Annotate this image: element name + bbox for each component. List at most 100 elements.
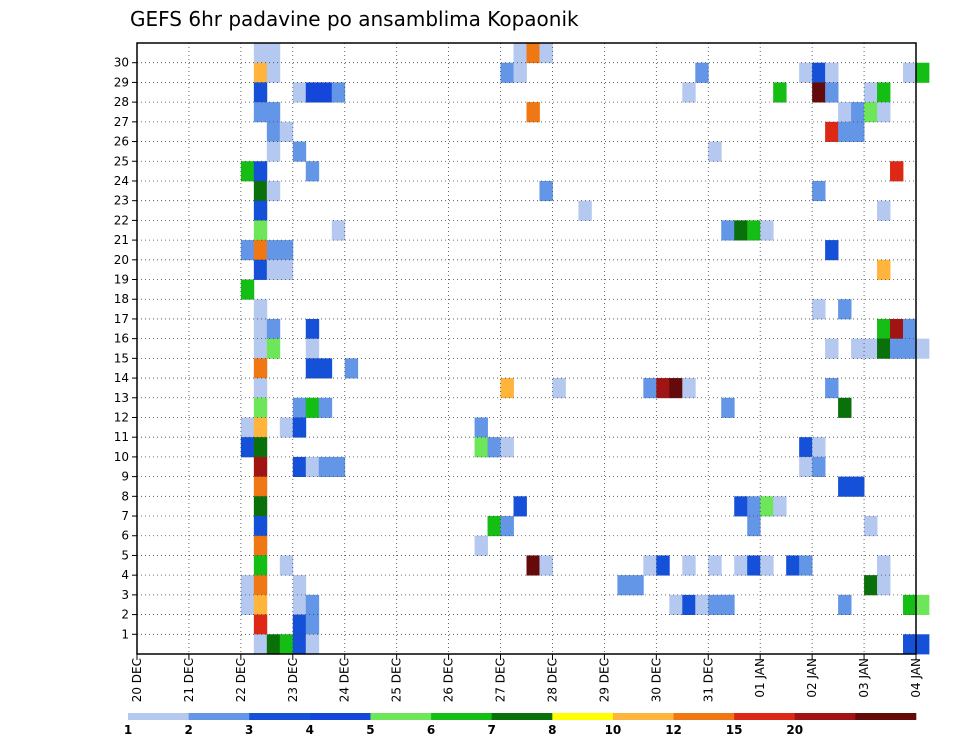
heatmap-cell <box>240 437 255 458</box>
heatmap-cell <box>240 594 255 615</box>
y-tick-label: 30 <box>114 56 129 70</box>
heatmap-cell <box>812 299 826 320</box>
heatmap-cell <box>799 555 813 576</box>
y-tick-label: 16 <box>114 332 129 346</box>
heatmap-cell <box>305 161 320 182</box>
heatmap-cell <box>513 496 527 517</box>
heatmap-cell <box>864 575 878 596</box>
heatmap-cell <box>253 180 268 202</box>
colorbar-label: 6 <box>427 723 435 737</box>
x-tick-label: 30 DEC <box>649 658 663 702</box>
x-tick-label: 20 DEC <box>130 658 144 702</box>
heatmap-cell <box>305 82 320 103</box>
heatmap-cell <box>734 220 748 241</box>
heatmap-cell <box>500 437 514 458</box>
heatmap-cell <box>734 496 748 517</box>
colorbar-swatch <box>855 713 917 720</box>
heatmap-cell <box>539 180 553 202</box>
heatmap-cell <box>253 437 268 458</box>
y-tick-label: 4 <box>121 568 129 582</box>
heatmap-cell <box>500 378 514 399</box>
y-tick-label: 18 <box>114 292 129 306</box>
heatmap-cell <box>877 338 891 359</box>
heatmap-cell <box>864 516 878 537</box>
y-tick-label: 13 <box>114 391 129 405</box>
colorbar-swatch <box>188 713 250 720</box>
x-tick-label: 31 DEC <box>701 658 715 702</box>
heatmap-cell <box>240 417 255 438</box>
heatmap-cell <box>331 456 346 478</box>
chart-title: GEFS 6hr padavine po ansamblima Kopaonik <box>130 7 579 31</box>
heatmap-cell <box>240 279 255 300</box>
y-tick-label: 7 <box>121 509 129 523</box>
heatmap-cell <box>877 82 891 103</box>
heatmap-cell <box>266 141 281 162</box>
heatmap-cell <box>877 259 891 280</box>
heatmap-cell <box>526 555 540 576</box>
heatmap-cell <box>682 82 696 103</box>
colorbar-label: 12 <box>665 723 682 737</box>
y-tick-label: 28 <box>114 95 129 109</box>
heatmap-cell <box>253 634 268 655</box>
heatmap-cell <box>253 535 268 556</box>
heatmap-cell <box>825 338 839 359</box>
heatmap-cell <box>539 555 553 576</box>
heatmap-cell <box>253 259 268 280</box>
heatmap-cell <box>253 318 268 340</box>
heatmap-cell <box>695 62 709 83</box>
colorbar-swatch <box>370 713 432 720</box>
heatmap-cell <box>318 82 333 103</box>
heatmap-cell <box>825 62 839 83</box>
heatmap-cell <box>526 102 540 123</box>
heatmap-cell <box>305 318 320 340</box>
heatmap-cell <box>799 437 813 458</box>
x-tick-label: 04 JAN <box>909 658 923 698</box>
y-tick-label: 14 <box>114 371 129 385</box>
heatmap-cell <box>253 220 268 241</box>
colorbar-swatch <box>491 713 553 720</box>
heatmap-cell <box>747 516 761 537</box>
x-tick-label: 21 DEC <box>182 658 196 702</box>
heatmap-cell <box>669 378 683 399</box>
x-tick-label: 01 JAN <box>753 658 767 698</box>
heatmap-cell <box>916 338 930 359</box>
heatmap-cell <box>656 555 670 576</box>
heatmap-cell <box>253 43 268 64</box>
colorbar-label: 4 <box>306 723 314 737</box>
heatmap-cell <box>266 102 281 123</box>
heatmap-cell <box>825 82 839 103</box>
heatmap-cell <box>682 555 696 576</box>
heatmap-cell <box>890 338 904 359</box>
x-tick-label: 28 DEC <box>545 658 559 702</box>
heatmap-cell <box>292 397 307 418</box>
heatmap-cell <box>253 575 268 596</box>
heatmap-cell <box>266 634 281 655</box>
heatmap-cell <box>253 397 268 418</box>
heatmap-cell <box>253 62 268 83</box>
heatmap-cell <box>266 318 281 340</box>
y-tick-label: 1 <box>121 627 129 641</box>
x-tick-label: 02 JAN <box>805 658 819 698</box>
heatmap-cell <box>331 82 346 103</box>
heatmap-cell <box>708 594 722 615</box>
heatmap-cell <box>721 397 735 418</box>
heatmap-cell <box>903 62 917 83</box>
heatmap-cell <box>812 82 826 103</box>
heatmap-cell <box>643 555 657 576</box>
y-tick-label: 11 <box>114 430 129 444</box>
heatmap-cell <box>877 575 891 596</box>
colorbar-swatch <box>309 713 371 720</box>
heatmap-cell <box>253 516 268 537</box>
heatmap-cell <box>253 200 268 221</box>
heatmap-cell <box>292 141 307 162</box>
heatmap-cell <box>734 555 748 576</box>
y-tick-label: 2 <box>121 608 129 622</box>
heatmap-cell <box>864 338 878 359</box>
heatmap-cell <box>864 102 878 123</box>
heatmap-cell <box>630 575 644 596</box>
heatmap-cell <box>253 102 268 123</box>
colorbar-swatch <box>794 713 856 720</box>
heatmap-cell <box>305 594 320 615</box>
heatmap-cell <box>682 378 696 399</box>
heatmap-cell <box>500 62 514 83</box>
